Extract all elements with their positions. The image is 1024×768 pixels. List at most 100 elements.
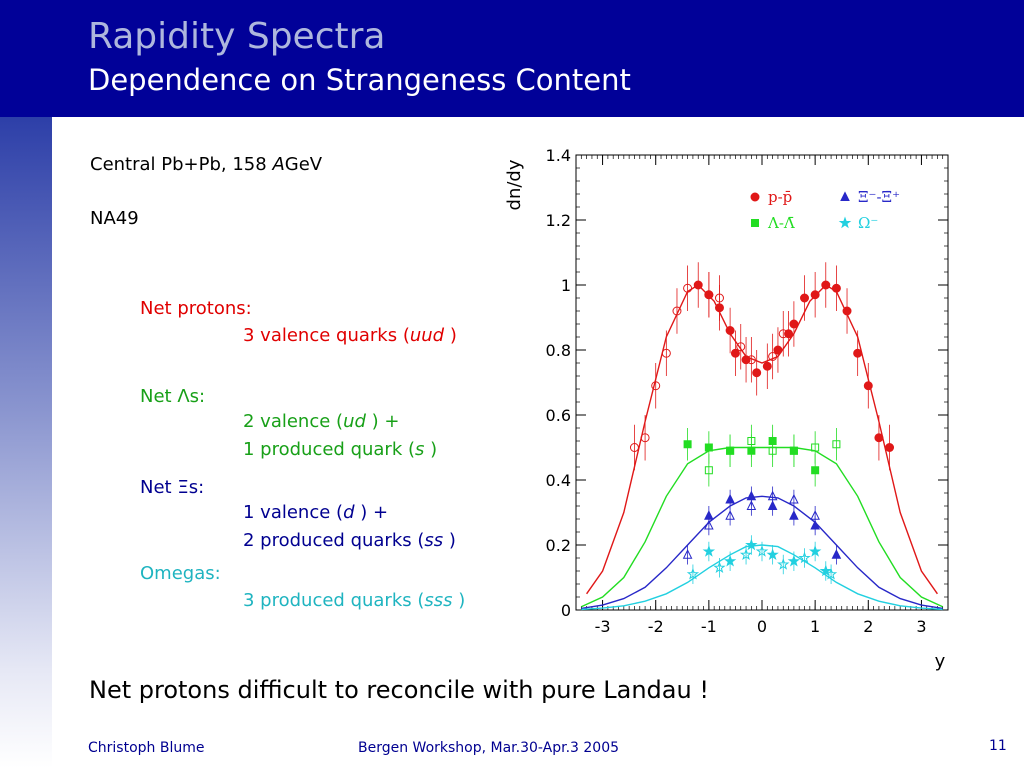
net-xis-label-a: Net: [140, 477, 178, 498]
net-lambdas-label: Net Λs:: [140, 386, 205, 407]
protons-reflected-point: [672, 306, 682, 316]
lambdas-reflected-point: [832, 440, 841, 449]
legend-label-xis: Ξ⁻-Ξ̄⁺: [858, 188, 900, 206]
x-tick-label: 2: [863, 617, 873, 636]
y-tick-label: 1.2: [546, 211, 571, 230]
omegas-reflected-point: [798, 551, 811, 564]
omegas-reflected-point: [777, 557, 790, 570]
x-tick-label: 3: [916, 617, 926, 636]
page-number: 11: [989, 738, 1007, 754]
omegas-produced: sss: [424, 590, 453, 611]
y-tick-label: 0: [561, 601, 571, 620]
protons-reflected-point: [629, 443, 639, 452]
net-lambdas-label-b: s:: [189, 386, 206, 407]
legend-marker-xis: [840, 191, 850, 201]
y-tick-label: 1.4: [546, 146, 571, 165]
lambdas-fit-curve: [581, 446, 943, 608]
net-xis-desc2-b: ): [443, 530, 456, 551]
net-xis-label: Net Ξs:: [140, 477, 204, 498]
net-xis-desc2: 2 produced quarks (ss ): [243, 530, 456, 551]
protons-point: [693, 280, 703, 290]
y-tick-label: 1: [561, 276, 571, 295]
footer-author: Christoph Blume: [88, 740, 205, 756]
net-xis-desc1: 1 valence (d ) +: [243, 502, 388, 523]
protons-point: [762, 361, 772, 371]
omegas-point: [702, 544, 716, 557]
system-prefix: Central Pb+Pb, 158: [90, 154, 273, 175]
xis-reflected-point: [725, 510, 735, 520]
protons-point: [789, 319, 799, 329]
net-lambdas-label-a: Net: [140, 386, 178, 407]
protons-point: [784, 329, 794, 339]
omegas-point: [766, 548, 779, 561]
protons-point: [725, 326, 735, 335]
xis-reflected-point: [789, 493, 799, 504]
protons-fit-curve: [586, 284, 938, 595]
collision-system: Central Pb+Pb, 158 AGeV: [90, 154, 322, 175]
xis-point: [810, 519, 820, 530]
net-xis-desc2-a: 2 produced quarks (: [243, 530, 425, 551]
lambdas-point: [768, 437, 777, 445]
omegas-label: Omegas:: [140, 563, 221, 584]
net-protons-desc: 3 valence quarks (uud ): [243, 325, 457, 346]
y-axis-label: dn/dy: [504, 159, 525, 210]
protons-point: [714, 303, 724, 313]
lambdas-point: [704, 443, 713, 452]
slide-header: [0, 0, 1024, 117]
net-xis-label-b: s:: [188, 477, 205, 498]
net-lambdas-desc1: 2 valence (ud ) +: [243, 411, 399, 432]
legend-marker-omegas: [838, 216, 852, 229]
system-a: A: [272, 154, 285, 175]
omegas-point: [808, 544, 822, 557]
x-tick-label: 1: [810, 617, 820, 636]
protons-reflected-point: [683, 283, 693, 293]
legend-label-omegas: Ω⁻: [858, 214, 878, 232]
protons-reflected-point: [640, 433, 650, 443]
xis-point: [725, 493, 735, 504]
protons-point: [773, 345, 783, 355]
xis-reflected-point: [682, 549, 693, 559]
x-tick-label: -3: [595, 617, 611, 636]
xis-point: [789, 510, 799, 520]
net-xis-desc1-a: 1 valence (: [243, 502, 344, 523]
omegas-point: [745, 538, 758, 551]
lambdas-point: [789, 446, 798, 455]
lambdas-reflected-point: [704, 466, 713, 475]
protons-reflected-point: [736, 342, 746, 352]
net-lambdas-desc2: 1 produced quark (s ): [243, 439, 437, 460]
net-protons-label: Net protons:: [140, 298, 252, 319]
protons-point: [874, 433, 884, 443]
protons-point: [800, 293, 810, 303]
y-tick-label: 0.2: [546, 536, 571, 555]
footer-event: Bergen Workshop, Mar.30-Apr.3 2005: [358, 740, 620, 756]
xis-point: [767, 500, 778, 510]
lambdas-point: [726, 446, 735, 455]
omegas-desc: 3 produced quarks (sss ): [243, 590, 465, 611]
x-tick-label: -2: [648, 617, 664, 636]
protons-point: [810, 290, 820, 300]
y-tick-label: 0.6: [546, 406, 571, 425]
protons-reflected-point: [661, 348, 671, 358]
protons-reflected-point: [768, 352, 778, 361]
lambda-symbol: Λ: [177, 386, 190, 407]
protons-point: [853, 348, 863, 358]
omegas-reflected-point: [713, 561, 726, 574]
net-lambdas-desc1-a: 2 valence (: [243, 411, 344, 432]
protons-point: [741, 355, 751, 365]
protons-point: [704, 290, 714, 300]
legend-label-lambdas: Λ-Λ̄: [767, 214, 795, 232]
omegas-reflected-point: [686, 567, 700, 580]
legend-marker-lambdas: [751, 219, 759, 227]
lambdas-point: [747, 446, 756, 455]
net-lambdas-produced: s: [415, 439, 425, 460]
omegas-desc-a: 3 produced quarks (: [243, 590, 425, 611]
y-tick-label: 0.4: [546, 471, 571, 490]
conclusion-text: Net protons difficult to reconcile with …: [89, 676, 709, 704]
protons-point: [885, 443, 895, 452]
omegas-point: [724, 554, 737, 567]
lambdas-point: [683, 440, 692, 449]
protons-point: [842, 306, 852, 316]
omegas-reflected-point: [739, 548, 753, 561]
omegas-point: [787, 554, 800, 567]
protons-point: [752, 368, 762, 378]
